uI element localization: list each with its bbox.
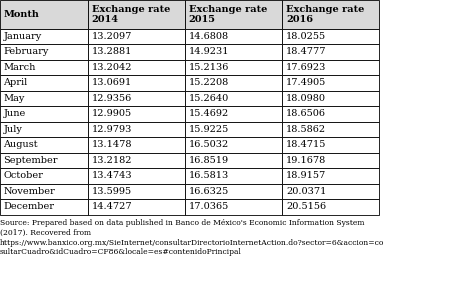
Text: Source: Prepared based on data published in Banco de México's Economic Informati: Source: Prepared based on data published… [0, 219, 384, 257]
